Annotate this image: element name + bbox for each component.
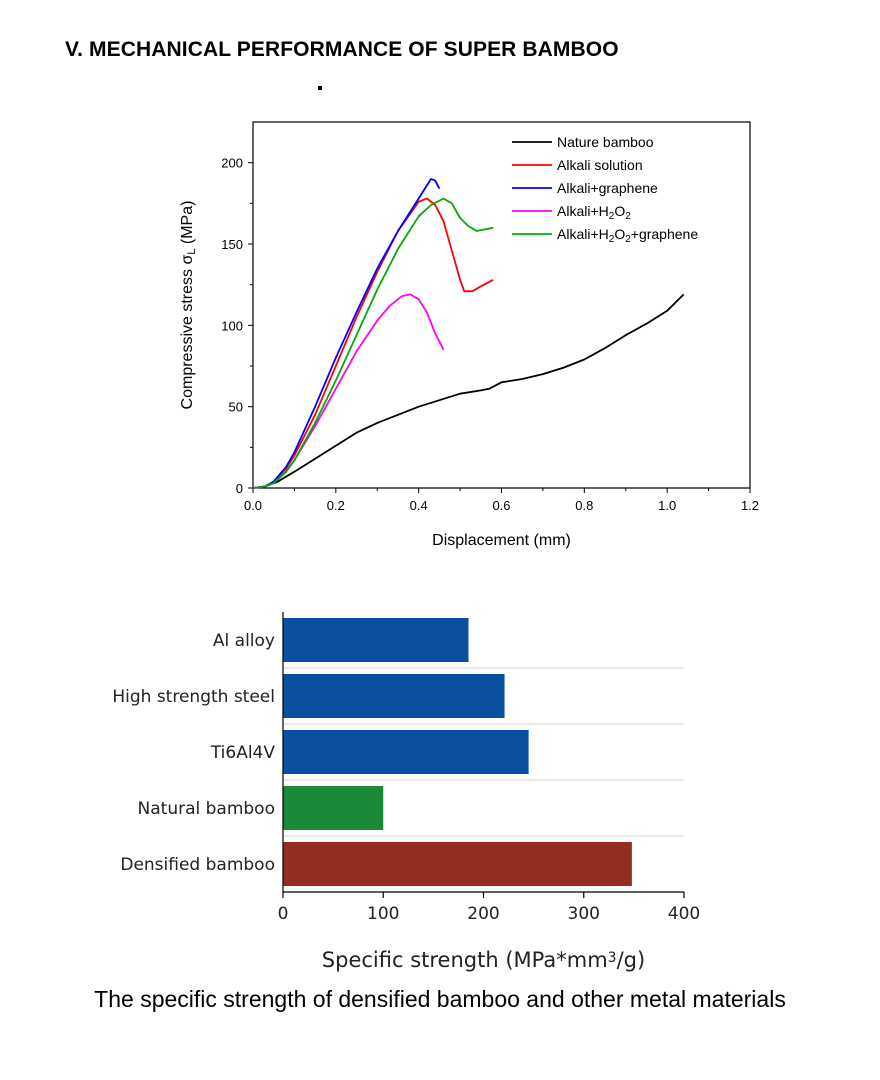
x-tick-label: 0.2 [327,498,345,513]
legend-label: Alkali solution [557,157,643,173]
bar [283,618,469,662]
legend-label: Alkali+H2O2+graphene [557,226,698,245]
legend-label: Alkali+H2O2 [557,203,631,222]
x-tick-label: 1.2 [741,498,759,513]
legend-label: Alkali+graphene [557,180,658,196]
x-tick-label: 0.6 [492,498,510,513]
bar [283,842,632,886]
x-tick-label: 0.0 [244,498,262,513]
decorative-dot [318,86,322,90]
legend-label: Nature bamboo [557,134,654,150]
x-tick-label: 300 [568,904,600,924]
bar [283,786,384,830]
x-tick-label: 100 [367,904,399,924]
category-label: Densified bamboo [120,855,275,875]
x-tick-label: 1.0 [658,498,676,513]
stress-displacement-chart: 0.0 0.2 0.4 0.6 0.8 1.0 1.2 0 50 100 150 200 Displac… [179,121,759,549]
y-axis-label: Compressive stress σL (MPa) [179,201,198,410]
x-tick-label: 400 [668,904,700,924]
bar [283,674,505,718]
series-line-0 [252,293,685,489]
figure-caption: The specific strength of densified bambo… [94,986,786,1012]
y-tick-label: 100 [221,318,243,333]
x-axis-label: Specific strength (MPa*mm3/g) [322,948,645,972]
series-line-2 [252,177,441,489]
category-label: High strength steel [112,687,275,707]
specific-strength-chart: Al alloy High strength steel Ti6Al4V Natura… [112,612,700,972]
category-label: Natural bamboo [138,799,275,819]
series-line-4 [252,197,494,489]
bar [283,730,529,774]
x-tick-label: 0 [278,904,289,924]
y-tick-label: 50 [229,400,243,415]
category-label: Al alloy [213,631,275,651]
x-tick-label: 0.8 [575,498,593,513]
y-tick-label: 200 [221,156,243,171]
page-title: V. MECHANICAL PERFORMANCE OF SUPER BAMBO… [65,38,619,61]
y-tick-label: 0 [236,481,243,496]
y-tick-label: 150 [221,237,243,252]
category-label: Ti6Al4V [210,743,276,763]
x-axis-label: Displacement (mm) [432,532,571,549]
x-tick-label: 0.4 [410,498,428,513]
x-tick-label: 200 [467,904,499,924]
